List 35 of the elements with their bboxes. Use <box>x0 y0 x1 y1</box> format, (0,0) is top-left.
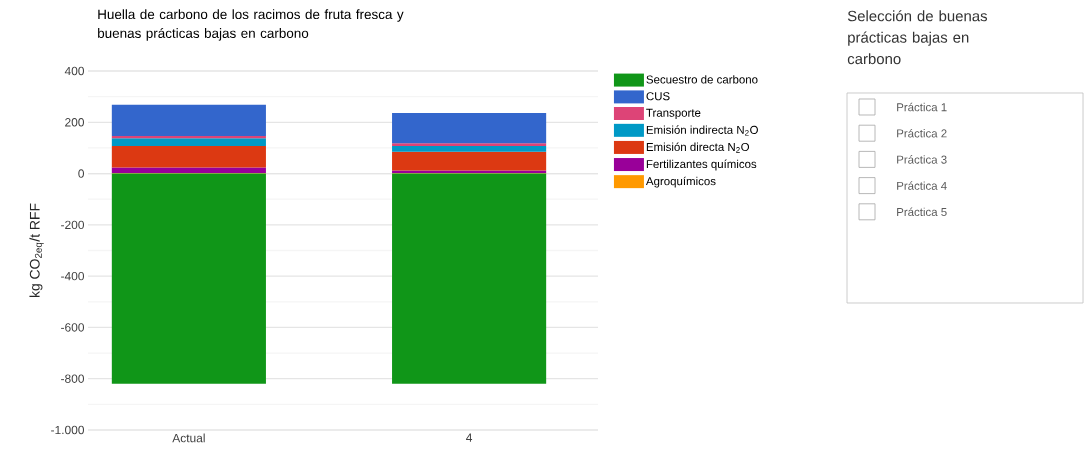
legend-label: CUS <box>646 92 670 101</box>
bar <box>111 173 266 384</box>
legend-label: Agroquímicos <box>645 176 716 188</box>
y-tick-label: -600 <box>61 323 85 332</box>
y-tick-label: 0 <box>78 169 85 178</box>
y-tick-label: -1.000 <box>51 425 85 435</box>
legend-label: Emisión indirecta N$_{2}$O <box>646 125 758 136</box>
y-tick-label: -400 <box>61 271 85 281</box>
bar <box>392 143 547 146</box>
y-tick-label: -200 <box>61 220 85 230</box>
legend-label: Transporte <box>646 108 701 120</box>
x-tick-label: Actual <box>172 433 205 443</box>
y-axis-title: kg CO$_{2eq}$/t RFF <box>29 203 44 298</box>
text: Práctica 4 <box>897 181 947 190</box>
bar <box>111 167 266 174</box>
y-tick-label: -800 <box>61 374 85 383</box>
bar <box>111 138 266 146</box>
text: Práctica 1 <box>897 102 947 112</box>
text: Práctica 3 <box>897 155 947 164</box>
y-tick-label: 400 <box>64 66 85 76</box>
text: Práctica 2 <box>897 128 947 138</box>
legend-label: Emisión directa N$_{2}$O <box>646 142 750 153</box>
legend-label: Fertilizantes químicos <box>646 159 757 171</box>
chart-title: Huella de carbono de los racimos de fruta fresca y buenas prácticas bajas en carbono <box>98 9 404 41</box>
bar <box>392 113 547 144</box>
bar <box>111 104 266 136</box>
bar <box>392 145 547 152</box>
y-tick-label: 200 <box>65 118 85 127</box>
legend-label: Secuestro de carbono <box>646 75 758 84</box>
text: Práctica 5 <box>897 207 947 217</box>
bar <box>392 151 547 171</box>
text: Selección de buenas prácticas bajas en carbono <box>847 10 988 65</box>
bar <box>392 173 547 384</box>
x-tick-label: 4 <box>466 433 473 442</box>
bar <box>111 145 266 168</box>
